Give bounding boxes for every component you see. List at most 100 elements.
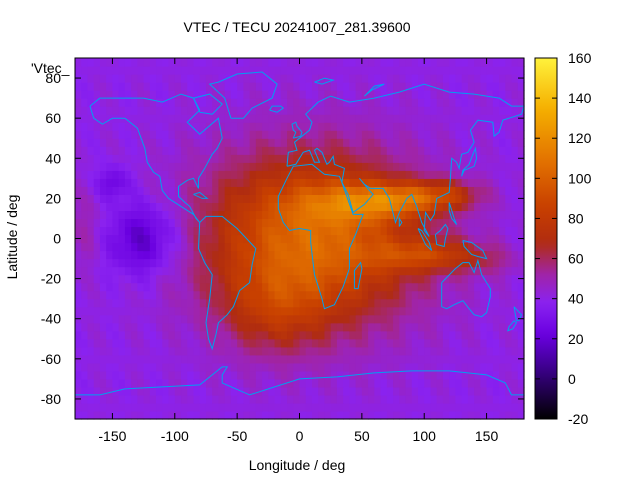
heatmap-cell: [243, 186, 251, 195]
heatmap-cell: [255, 282, 263, 292]
heatmap-cell: [299, 250, 307, 260]
heatmap-cell: [106, 82, 114, 91]
heatmap-cell: [430, 154, 438, 163]
heatmap-cell: [486, 178, 494, 187]
heatmap-cell: [480, 370, 488, 380]
heatmap-cell: [93, 154, 101, 163]
heatmap-cell: [181, 274, 188, 284]
heatmap-cell: [230, 402, 238, 412]
heatmap-cell: [181, 410, 188, 420]
heatmap-cell: [262, 234, 269, 244]
heatmap-cell: [293, 226, 301, 236]
heatmap-cell: [143, 138, 151, 147]
heatmap-cell: [156, 354, 163, 364]
heatmap-cell: [399, 234, 407, 244]
heatmap-cell: [174, 378, 182, 388]
heatmap-cell: [361, 338, 369, 348]
heatmap-cell: [505, 242, 513, 252]
heatmap-cell: [230, 218, 238, 228]
heatmap-cell: [255, 154, 263, 163]
heatmap-cell: [99, 90, 107, 99]
heatmap-cell: [492, 322, 500, 332]
heatmap-cell: [380, 250, 388, 260]
heatmap-cell: [449, 186, 457, 195]
heatmap-cell: [118, 82, 126, 91]
heatmap-cell: [81, 370, 89, 380]
heatmap-cell: [499, 114, 506, 123]
heatmap-cell: [137, 138, 145, 147]
heatmap-cell: [268, 114, 276, 123]
heatmap-cell: [455, 82, 463, 91]
heatmap-cell: [343, 66, 350, 75]
heatmap-cell: [480, 306, 488, 316]
heatmap-cell: [311, 258, 319, 268]
heatmap-cell: [249, 210, 257, 220]
heatmap-cell: [436, 386, 444, 396]
heatmap-cell: [205, 346, 213, 356]
heatmap-cell: [467, 170, 475, 179]
heatmap-cell: [199, 146, 207, 155]
heatmap-cell: [442, 346, 450, 356]
heatmap-cell: [268, 274, 276, 284]
heatmap-cell: [187, 226, 195, 236]
heatmap-cell: [205, 98, 213, 107]
heatmap-cell: [168, 378, 176, 388]
heatmap-cell: [243, 226, 251, 236]
heatmap-cell: [349, 394, 357, 404]
heatmap-cell: [162, 218, 170, 228]
heatmap-cell: [99, 218, 107, 228]
x-tick-label: 50: [354, 428, 370, 444]
heatmap-cell: [212, 266, 220, 276]
heatmap-cell: [149, 338, 157, 348]
heatmap-cell: [118, 210, 126, 220]
coastline-cuba: [193, 191, 209, 199]
heatmap-cell: [243, 298, 251, 308]
heatmap-cell: [124, 162, 132, 171]
heatmap-cell: [99, 314, 107, 324]
heatmap-cell: [486, 130, 494, 139]
heatmap-cell: [243, 282, 251, 292]
heatmap-cell: [492, 98, 500, 107]
heatmap-cell: [268, 210, 276, 220]
heatmap-cell: [193, 234, 201, 244]
heatmap-cell: [274, 162, 282, 171]
heatmap-cell: [280, 122, 288, 131]
heatmap-cell: [517, 90, 525, 99]
heatmap-cell: [156, 98, 163, 107]
heatmap-cell: [243, 330, 251, 340]
heatmap-cell: [199, 250, 207, 260]
heatmap-cell: [243, 66, 251, 75]
heatmap-cell: [249, 258, 257, 268]
heatmap-cell: [299, 130, 307, 139]
heatmap-cell: [486, 354, 494, 364]
heatmap-cell: [349, 226, 357, 236]
heatmap-cell: [87, 282, 95, 292]
heatmap-cell: [137, 202, 145, 212]
heatmap-cell: [112, 378, 120, 388]
heatmap-cell: [112, 282, 120, 292]
heatmap-cell: [499, 386, 506, 396]
heatmap-cell: [75, 322, 82, 332]
heatmap-cell: [336, 386, 344, 396]
heatmap-cell: [324, 106, 332, 115]
heatmap-cell: [355, 402, 363, 412]
coastline-antarctica: [75, 366, 524, 396]
heatmap-cell: [455, 122, 463, 131]
heatmap-cell: [137, 394, 145, 404]
heatmap-cell: [243, 258, 251, 268]
heatmap-cell: [449, 146, 457, 155]
heatmap-cell: [156, 338, 163, 348]
heatmap-cell: [237, 258, 244, 268]
heatmap-cell: [230, 98, 238, 107]
heatmap-cell: [505, 218, 513, 228]
heatmap-cell: [480, 178, 488, 187]
heatmap-cell: [486, 98, 494, 107]
heatmap-cell: [430, 194, 438, 203]
heatmap-cell: [118, 90, 126, 99]
heatmap-cell: [330, 394, 338, 404]
heatmap-cell: [87, 370, 95, 380]
heatmap-cell: [411, 130, 419, 139]
heatmap-cell: [405, 346, 413, 356]
heatmap-cell: [280, 234, 288, 244]
heatmap-cell: [305, 274, 313, 284]
